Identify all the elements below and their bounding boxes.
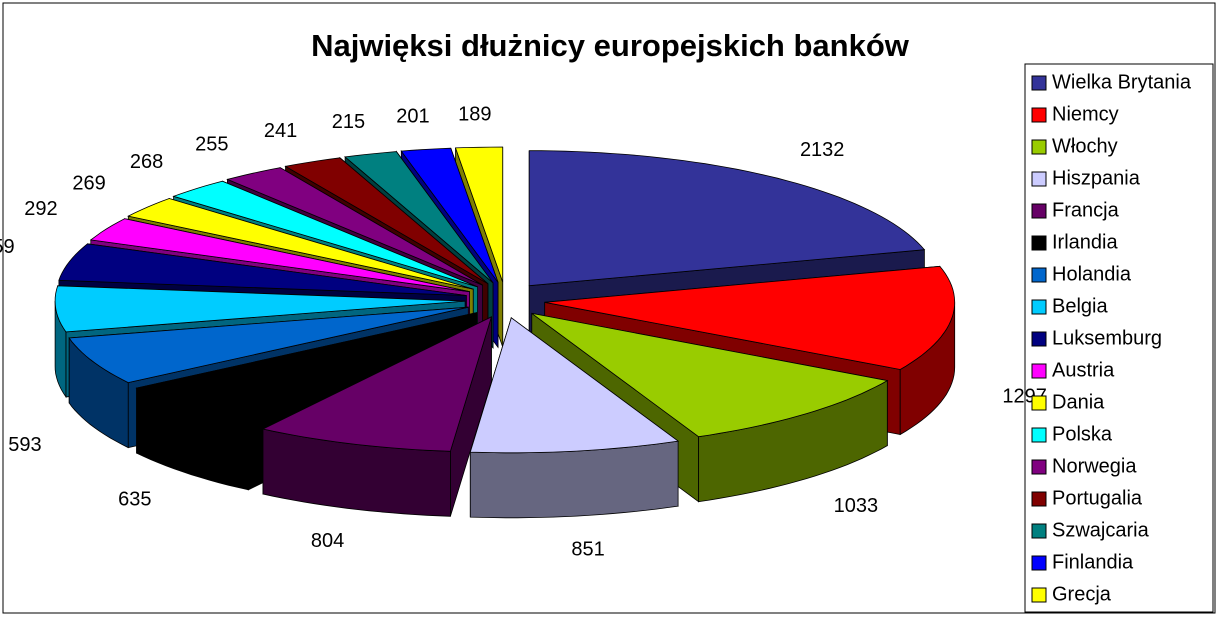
slice-top (344, 151, 494, 284)
legend-label: Norwegia (1052, 455, 1137, 477)
slice-top (135, 312, 477, 426)
slice-top (528, 150, 926, 287)
legend-label: Grecja (1052, 583, 1112, 605)
slice-top (68, 306, 469, 384)
slice-top (544, 265, 956, 370)
legend-swatch (1031, 171, 1047, 187)
data-label: 593 (8, 434, 41, 456)
legend-label: Szwajcaria (1052, 519, 1150, 541)
legend-swatch (1031, 363, 1047, 379)
legend-swatch (1031, 587, 1047, 603)
data-label: 459 (0, 236, 15, 258)
legend-label: Dania (1052, 391, 1105, 413)
data-label: 215 (332, 111, 365, 133)
data-label: 851 (571, 538, 604, 560)
data-label: 268 (130, 151, 163, 173)
data-label: 2132 (800, 139, 845, 161)
slice-top (89, 218, 470, 293)
legend-swatch (1031, 331, 1047, 347)
legend-swatch (1031, 427, 1047, 443)
data-label: 189 (458, 103, 491, 125)
legend-label: Francja (1052, 199, 1120, 221)
legend-swatch (1031, 75, 1047, 91)
legend-label: Finlandia (1052, 551, 1134, 573)
legend-label: Niemcy (1052, 103, 1119, 125)
data-label: 292 (24, 198, 57, 220)
legend-swatch (1031, 139, 1047, 155)
legend-label: Hiszpania (1052, 167, 1141, 189)
slice-top (226, 167, 483, 286)
data-label: 269 (72, 173, 105, 195)
slice-top (400, 147, 499, 283)
legend-swatch (1031, 203, 1047, 219)
chart-title: Najwięksi dłużnicy europejskich banków (311, 28, 910, 63)
data-label: 255 (195, 133, 228, 155)
slice-top (261, 316, 493, 452)
data-label: 635 (118, 489, 151, 511)
slice-top (531, 313, 889, 438)
slice (261, 316, 493, 517)
legend-label: Włochy (1052, 135, 1118, 157)
slice-top (58, 243, 467, 296)
slice-top (454, 146, 504, 283)
legend-label: Austria (1052, 359, 1115, 381)
data-label: 1033 (834, 495, 879, 517)
slice (469, 317, 680, 519)
legend-box (1024, 63, 1214, 613)
slice-top (127, 198, 474, 290)
legend-swatch (1031, 267, 1047, 283)
legend-swatch (1031, 107, 1047, 123)
legend-swatch (1031, 235, 1047, 251)
legend-label: Portugalia (1052, 487, 1143, 509)
legend-label: Irlandia (1052, 231, 1118, 253)
legend-swatch (1031, 459, 1047, 475)
legend-swatch (1031, 523, 1047, 539)
legend-swatch (1031, 555, 1047, 571)
slice-top (284, 157, 489, 285)
data-label: 241 (264, 120, 297, 142)
legend-label: Holandia (1052, 263, 1132, 285)
data-label: 201 (396, 106, 429, 128)
legend-swatch (1031, 395, 1047, 411)
data-label: 804 (311, 530, 344, 552)
legend-label: Belgia (1052, 295, 1108, 317)
legend-swatch (1031, 491, 1047, 507)
slice-top (469, 317, 680, 454)
slice-top (172, 180, 478, 288)
legend-label: Polska (1052, 423, 1113, 445)
legend-label: Luksemburg (1052, 327, 1162, 349)
legend-label: Wielka Brytania (1052, 71, 1192, 93)
legend-swatch (1031, 299, 1047, 315)
slice-top (54, 285, 466, 333)
